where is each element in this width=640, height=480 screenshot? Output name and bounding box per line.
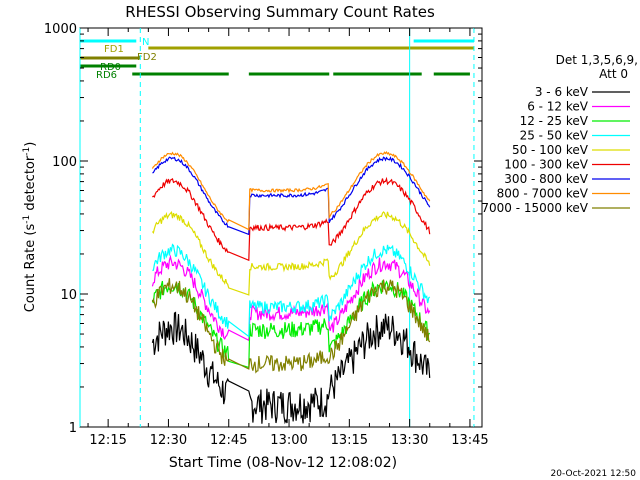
vertical-markers xyxy=(79,28,475,427)
y-tick-label: 1000 xyxy=(44,22,77,37)
footer-date: 20-Oct-2021 12:50 xyxy=(551,469,637,479)
legend-label-12-25-kev: 12 - 25 keV xyxy=(520,114,589,128)
series-7000-15000-kev xyxy=(151,278,431,374)
y-axis-label: Count Rate (s-1 detector-1) xyxy=(22,142,38,313)
legend-title-line1: Det 1,3,5,6,9, xyxy=(556,53,638,67)
legend-label-3-6-kev: 3 - 6 keV xyxy=(535,85,589,99)
series-6-12-kev xyxy=(151,254,431,342)
x-tick-label: 12:30 xyxy=(150,433,187,448)
series-300-800-kev xyxy=(152,156,431,236)
flag-label-fd2: FD2 xyxy=(137,52,157,63)
x-tick-label: 12:15 xyxy=(89,433,126,448)
flag-label-rd0: RD0 xyxy=(100,62,121,73)
x-tick-label: 12:45 xyxy=(210,433,247,448)
legend-label-25-50-kev: 25 - 50 keV xyxy=(520,129,589,143)
flag-label-rd6: RD6 xyxy=(96,70,117,81)
legend-label-100-300-kev: 100 - 300 keV xyxy=(504,158,588,172)
series-50-100-kev xyxy=(151,211,431,296)
x-tick-label: 13:45 xyxy=(451,433,488,448)
legend-label-7000-15000-kev: 7000 - 15000 keV xyxy=(481,201,588,215)
series-100-300-kev xyxy=(151,176,431,262)
x-tick-label: 13:30 xyxy=(391,433,428,448)
series-lines xyxy=(151,151,431,425)
y-tick-label: 10 xyxy=(60,288,77,303)
legend-title-line2: Att 0 xyxy=(599,67,628,81)
legend-label-50-100-kev: 50 - 100 keV xyxy=(512,143,589,157)
flag-label-n: N xyxy=(142,37,149,48)
series-25-50-kev xyxy=(152,243,431,338)
y-tick-label: 1 xyxy=(69,421,77,436)
flag-label-fd1: FD1 xyxy=(104,44,124,55)
series-800-7000-kev xyxy=(151,151,431,231)
y-tick-label: 100 xyxy=(52,155,77,170)
legend-label-6-12-kev: 6 - 12 keV xyxy=(527,100,589,114)
series-12-25-kev xyxy=(151,280,431,369)
series-3-6-kev xyxy=(151,311,431,425)
legend-label-300-800-kev: 300 - 800 keV xyxy=(504,172,588,186)
axis-ticks: 12:15 12:30 12:45 13:00 13:15 13:30 13:45 1 10 10… xyxy=(44,22,489,448)
legend-label-800-7000-kev: 800 - 7000 keV xyxy=(497,187,589,201)
x-axis-label: Start Time (08-Nov-12 12:08:02) xyxy=(169,455,397,471)
x-tick-label: 13:00 xyxy=(270,433,307,448)
x-tick-label: 13:15 xyxy=(331,433,368,448)
chart-title: RHESSI Observing Summary Count Rates xyxy=(125,3,435,21)
